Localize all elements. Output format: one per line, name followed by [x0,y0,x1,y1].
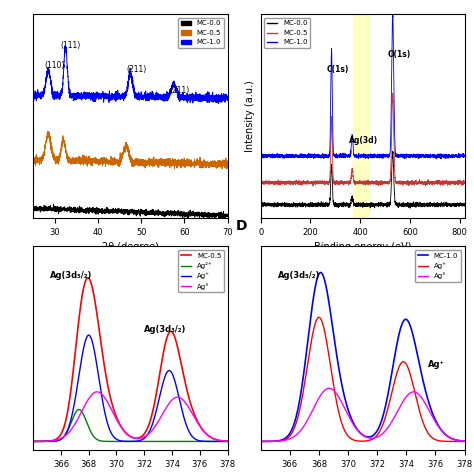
Text: (211): (211) [126,65,146,74]
X-axis label: Binding energy (eV): Binding energy (eV) [314,242,411,252]
Bar [353,14,367,218]
Y-axis label: Intensity (a.u.): Intensity (a.u.) [245,80,255,152]
X-axis label: 2θ (degree): 2θ (degree) [102,242,159,252]
Legend: MC-0.5, Ag²⁺, Ag⁺, Ag°: MC-0.5, Ag²⁺, Ag⁺, Ag° [178,250,224,292]
Text: B: B [236,0,247,1]
Text: C(1s): C(1s) [327,65,349,74]
Legend: MC-1.0, Ag⁺, Ag°: MC-1.0, Ag⁺, Ag° [415,250,461,282]
Legend: MC-0.0, MC-0.5, MC-1.0: MC-0.0, MC-0.5, MC-1.0 [178,18,224,48]
Legend: MC-0.0, MC-0.5, MC-1.0: MC-0.0, MC-0.5, MC-1.0 [264,18,310,48]
Text: Ag(3d₃/₂): Ag(3d₃/₂) [144,325,187,334]
Text: Ag(3d₅/₂): Ag(3d₅/₂) [50,272,92,281]
Text: D: D [236,219,248,233]
Text: Ag(3d₅/₂): Ag(3d₅/₂) [278,272,320,281]
Text: (111): (111) [60,41,80,50]
Text: (211): (211) [169,86,190,95]
Text: O(1s): O(1s) [387,50,410,59]
Text: Ag(3d): Ag(3d) [349,136,378,145]
Text: (110): (110) [44,61,64,70]
Text: Ag⁺: Ag⁺ [428,360,445,369]
